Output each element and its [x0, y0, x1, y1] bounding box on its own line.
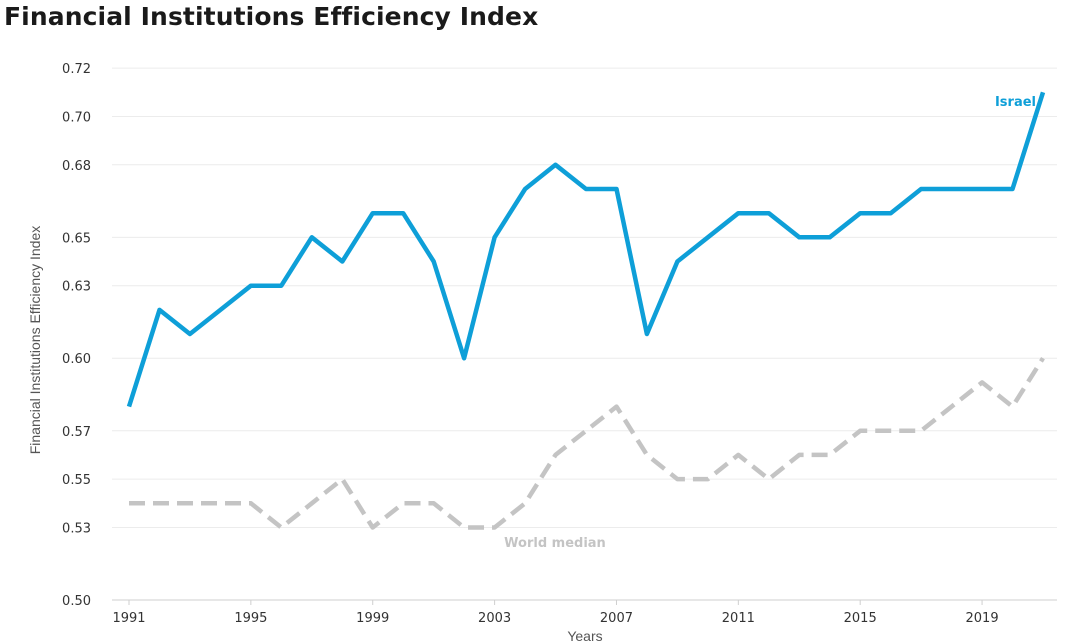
y-axis-ticks: 0.50 0.53 0.55 0.57 0.60 0.63 0.65 0.68 0.70 0.72 — [62, 62, 91, 609]
y-axis-label: Financial Institutions Efficiency Index — [27, 226, 43, 455]
gridlines — [112, 67, 1057, 528]
y-tick-label: 0.50 — [62, 594, 91, 609]
y-tick-label: 0.70 — [62, 110, 91, 125]
x-tick-label: 1991 — [112, 611, 145, 626]
series-group: Israel World median — [126, 91, 1046, 551]
y-tick-label: 0.72 — [62, 62, 91, 77]
y-tick-label: 0.53 — [62, 521, 91, 536]
x-tick-label: 2007 — [600, 611, 633, 626]
x-axis-ticks: 1991 1995 1999 2003 2007 2011 2015 2019 — [112, 600, 999, 626]
x-tick-label: 2011 — [722, 611, 755, 626]
y-tick-label: 0.65 — [62, 231, 91, 246]
x-axis-label: Years — [567, 628, 602, 641]
y-tick-label: 0.63 — [62, 280, 91, 295]
series-line-world-median — [129, 357, 1045, 530]
x-tick-label: 2015 — [844, 611, 877, 626]
y-tick-label: 0.68 — [62, 159, 91, 174]
x-tick-label: 1995 — [234, 611, 267, 626]
y-tick-label: 0.60 — [62, 352, 91, 367]
series-label: Israel — [995, 95, 1036, 110]
y-tick-label: 0.57 — [62, 425, 91, 440]
x-tick-label: 1999 — [356, 611, 389, 626]
x-tick-label: 2003 — [478, 611, 511, 626]
series-label: World median — [504, 536, 606, 551]
chart-title: Financial Institutions Efficiency Index — [4, 2, 539, 31]
y-tick-label: 0.55 — [62, 473, 91, 488]
series-line-israel — [126, 91, 1046, 408]
x-tick-label: 2019 — [966, 611, 999, 626]
